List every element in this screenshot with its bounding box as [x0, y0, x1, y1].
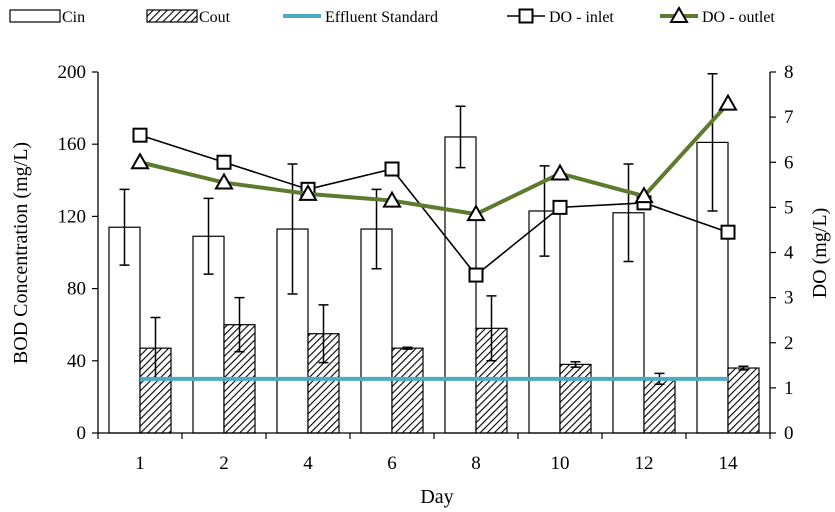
- lines: [130, 93, 738, 381]
- y-tick-label: 0: [77, 423, 87, 444]
- legend-label: DO - inlet: [549, 9, 614, 26]
- do-inlet-marker: [468, 267, 484, 283]
- y2-tick-label: 3: [784, 288, 794, 309]
- y2-tick-label: 6: [784, 152, 794, 173]
- x-tick-label: 14: [719, 453, 739, 474]
- cin-bar-error: [455, 105, 466, 169]
- x-axis-title: Day: [420, 486, 453, 508]
- bars: [108, 136, 760, 434]
- y-tick-label: 120: [58, 206, 87, 227]
- cout-bar: [727, 367, 760, 434]
- do-outlet-line: [139, 102, 730, 217]
- cout-bar-error: [570, 360, 581, 368]
- x-tick-label: 2: [219, 453, 229, 474]
- do-inlet-marker: [552, 199, 568, 215]
- x-tick-label: 8: [471, 453, 481, 474]
- cin-bar: [444, 136, 477, 434]
- cin-bar-error: [119, 188, 130, 266]
- y-tick-label: 200: [58, 62, 87, 83]
- x-tick-label: 6: [387, 453, 397, 474]
- y2-tick-label: 7: [784, 107, 794, 128]
- do-outlet-legend-marker: [669, 5, 689, 23]
- x-tick-label: 10: [551, 453, 570, 474]
- do-inlet-marker: [720, 224, 736, 240]
- do-inlet-marker: [132, 127, 148, 143]
- do-inlet-marker: [216, 154, 232, 170]
- legend-label: Effluent Standard: [325, 9, 438, 26]
- do-outlet-marker: [550, 163, 570, 181]
- do-outlet-marker: [718, 93, 738, 111]
- cout-bar-error: [738, 365, 749, 371]
- cin-bar-error: [203, 197, 214, 275]
- cout-bar: [559, 363, 592, 434]
- do-outlet-marker: [214, 172, 234, 190]
- cin-bar-error: [287, 163, 298, 295]
- cin-bar-error: [371, 188, 382, 270]
- y2-tick-label: 4: [784, 243, 794, 264]
- cout-bar: [643, 378, 676, 434]
- y-tick-label: 80: [67, 279, 86, 300]
- cout-bar-legend-swatch: [146, 9, 198, 23]
- cin-bar-error: [623, 163, 634, 263]
- cin-bar-legend-swatch: [9, 9, 61, 23]
- cout-bar-error: [234, 296, 245, 353]
- do-inlet-legend-marker: [518, 8, 534, 24]
- x-tick-label: 4: [303, 453, 313, 474]
- cin-bar-error: [707, 73, 718, 212]
- legend-label: DO - outlet: [702, 9, 775, 26]
- y-tick-label: 40: [67, 351, 86, 372]
- do-outlet-marker: [634, 186, 654, 204]
- y2-tick-label: 5: [784, 197, 794, 218]
- y2-tick-label: 0: [784, 423, 794, 444]
- y2-tick-label: 1: [784, 378, 794, 399]
- do-outlet-marker: [466, 204, 486, 222]
- cout-bar-error: [402, 346, 413, 350]
- do-inlet-marker: [384, 161, 400, 177]
- y2-axis-title: DO (mg/L): [809, 208, 831, 299]
- x-tick-label: 12: [635, 453, 654, 474]
- y-tick-label: 160: [58, 134, 87, 155]
- legend-label: Cout: [199, 9, 231, 26]
- do-outlet-marker: [130, 152, 150, 170]
- y2-tick-label: 2: [784, 333, 794, 354]
- do-outlet-marker: [382, 190, 402, 208]
- do-inlet-line: [139, 134, 729, 277]
- cout-bar: [391, 347, 424, 434]
- legend-label: Cin: [62, 9, 85, 26]
- y2-tick-label: 8: [784, 62, 794, 83]
- y-axis-title: BOD Concentration (mg/L): [10, 142, 32, 364]
- cout-bar-error: [318, 304, 329, 364]
- x-tick-label: 1: [135, 453, 145, 474]
- error-bars: [119, 73, 749, 386]
- legend: Cin Cout Effluent Standard DO - inlet DO - o…: [9, 5, 775, 26]
- cout-bar-error: [486, 295, 497, 362]
- do-outlet-marker: [298, 183, 318, 201]
